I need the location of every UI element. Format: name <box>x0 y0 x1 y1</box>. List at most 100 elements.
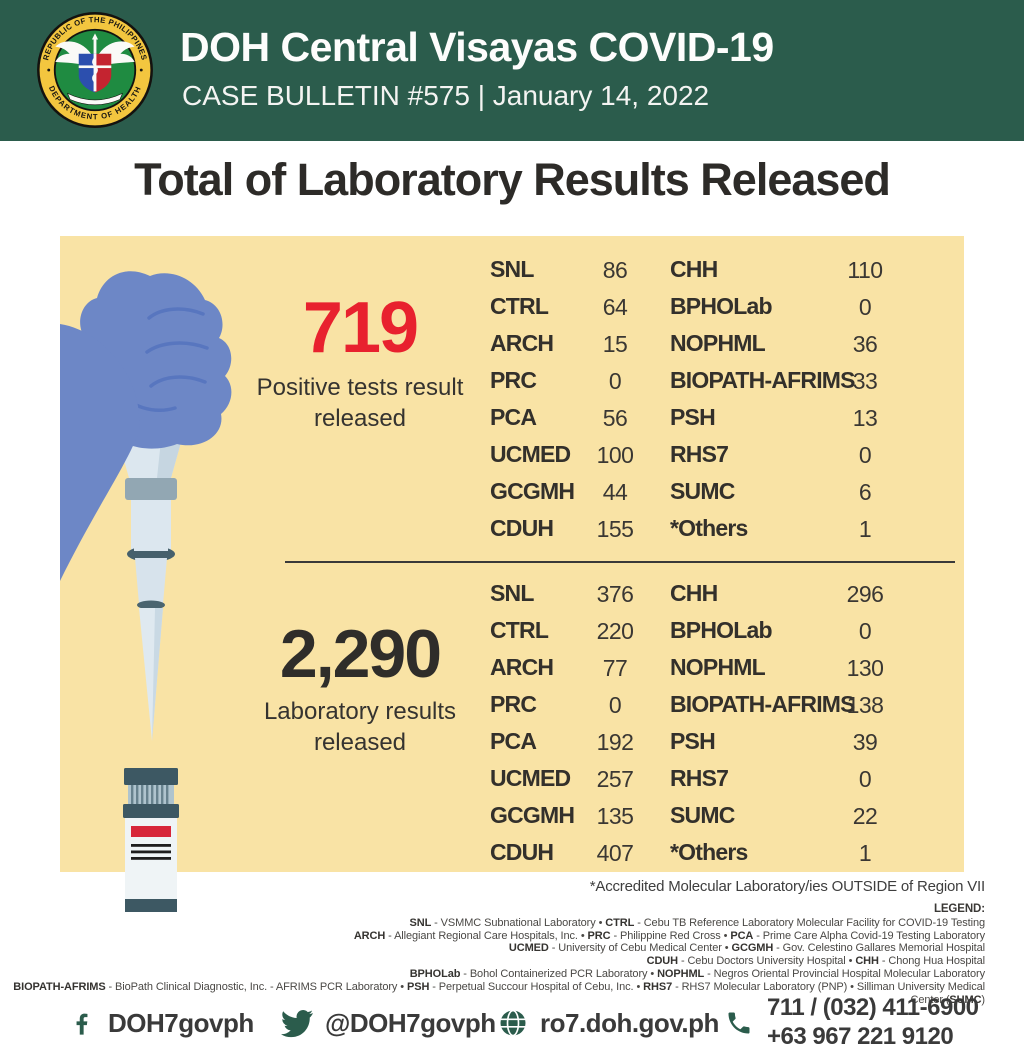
lab-result-row: SNL 86 <box>490 252 784 289</box>
phone-numbers: 711 / (032) 411-6900 +63 967 221 9120 <box>767 994 979 1052</box>
lab-result-row: PCA 192 <box>490 724 784 761</box>
lab-result-row: UCMED 257 <box>490 761 784 798</box>
lab-count: 39 <box>852 729 878 755</box>
lab-abbreviation: BIOPATH-AFRIMS <box>670 691 856 717</box>
lab-result-row: SUMC 6 <box>670 474 964 511</box>
legend-line: ARCH - Allegiant Regional Care Hospitals… <box>353 929 985 942</box>
lab-result-row: BIOPATH-AFRIMS 138 <box>670 687 964 724</box>
lab-count: 220 <box>596 618 634 644</box>
phone-line-2: +63 967 221 9120 <box>767 1023 954 1050</box>
lab-result-row: GCGMH 44 <box>490 474 784 511</box>
positive-results-caption: Positive tests result released <box>256 374 464 433</box>
legend-line: BIOPATH-AFRIMS - BioPath Clinical Diagno… <box>13 980 985 1006</box>
lab-abbreviation: SNL <box>490 580 534 606</box>
results-panel: 719 Positive tests result released SNL 86… <box>60 236 964 872</box>
lab-abbreviation: BIOPATH-AFRIMS <box>670 367 856 393</box>
legend-line: CDUH - Cebu Doctors University Hospital … <box>646 955 986 968</box>
lab-result-row: CHH 110 <box>670 252 964 289</box>
legend-lines: SNL - VSMMC Subnational Laboratory • CTR… <box>0 917 985 1007</box>
lab-abbreviation: SNL <box>490 256 534 282</box>
lab-count: 0 <box>608 368 622 394</box>
total-results-stat: 2,290 Laboratory results released <box>220 620 500 758</box>
header-subtitle: CASE BULLETIN #575 | January 14, 2022 <box>182 80 710 111</box>
lab-abbreviation: RHS7 <box>670 765 729 791</box>
lab-result-row: SUMC 22 <box>670 798 964 835</box>
twitter-link[interactable]: @DOH7govph <box>281 998 496 1048</box>
lab-count: 0 <box>858 442 872 468</box>
lab-result-row: NOPHML 36 <box>670 326 964 363</box>
lab-result-row: UCMED 100 <box>490 437 784 474</box>
legend-line: UCMED - University of Cebu Medical Cente… <box>508 942 985 955</box>
lab-count: 110 <box>847 257 883 283</box>
lab-count: 138 <box>846 692 884 718</box>
lab-result-row: ARCH 15 <box>490 326 784 363</box>
lab-count: 86 <box>602 257 628 283</box>
lab-count: 56 <box>602 405 628 431</box>
lab-count: 0 <box>608 692 622 718</box>
lab-count: 22 <box>852 803 878 829</box>
lab-count: 100 <box>596 442 634 468</box>
lab-abbreviation: ARCH <box>490 330 554 356</box>
lab-abbreviation: ARCH <box>490 654 554 680</box>
lab-result-row: CTRL 220 <box>490 613 784 650</box>
legend-line: BPHOLab - Bohol Containerized PCR Labora… <box>409 967 985 980</box>
lab-count: 0 <box>858 294 872 320</box>
lab-count: 0 <box>858 618 872 644</box>
lab-result-row: NOPHML 130 <box>670 650 964 687</box>
lab-abbreviation: CHH <box>670 256 718 282</box>
lab-abbreviation: CHH <box>670 580 718 606</box>
lab-count: 13 <box>852 405 878 431</box>
lab-abbreviation: RHS7 <box>670 441 729 467</box>
lab-count: 64 <box>602 294 628 320</box>
lab-result-row: RHS7 0 <box>670 437 964 474</box>
lab-abbreviation: UCMED <box>490 765 571 791</box>
lab-result-row: PRC 0 <box>490 363 784 400</box>
lab-abbreviation: SUMC <box>670 478 735 504</box>
lab-abbreviation: PRC <box>490 691 537 717</box>
lab-result-row: CDUH 407 <box>490 835 784 872</box>
positive-results-table-right: CHH 110 BPHOLab 0 NOPHML 36 BIOPATH-AFRIMS 33 PS… <box>670 252 964 548</box>
lab-count: 0 <box>858 766 872 792</box>
lab-count: 407 <box>596 840 634 866</box>
twitter-handle: @DOH7govph <box>325 1007 496 1038</box>
facebook-link[interactable]: DOH7govph <box>68 998 254 1048</box>
phone-icon <box>728 1012 750 1034</box>
lab-result-row: ARCH 77 <box>490 650 784 687</box>
lab-abbreviation: PCA <box>490 728 537 754</box>
lab-abbreviation: BPHOLab <box>670 617 773 643</box>
website-url: ro7.doh.gov.ph <box>540 1007 719 1038</box>
lab-result-row: PRC 0 <box>490 687 784 724</box>
lab-result-row: CHH 296 <box>670 576 964 613</box>
lab-result-row: *Others 1 <box>670 835 964 872</box>
lab-result-row: CTRL 64 <box>490 289 784 326</box>
lab-abbreviation: CTRL <box>490 617 549 643</box>
total-results-count: 2,290 <box>279 616 442 692</box>
lab-count: 77 <box>602 655 628 681</box>
lab-abbreviation: PSH <box>670 728 716 754</box>
lab-abbreviation: GCGMH <box>490 478 575 504</box>
lab-abbreviation: CDUH <box>490 839 554 865</box>
outside-region-footnote: *Accredited Molecular Laboratory/ies OUT… <box>589 878 985 895</box>
positive-results-table-left: SNL 86 CTRL 64 ARCH 15 PRC 0 PCA 56 UCMED 100 GCGMH 4… <box>490 252 784 548</box>
lab-count: 155 <box>596 516 634 542</box>
lab-result-row: BIOPATH-AFRIMS 33 <box>670 363 964 400</box>
lab-result-row: SNL 376 <box>490 576 784 613</box>
lab-count: 135 <box>596 803 634 829</box>
website-link[interactable]: ro7.doh.gov.ph <box>498 998 719 1048</box>
lab-abbreviation: PCA <box>490 404 537 430</box>
section-divider <box>285 561 955 563</box>
lab-count: 36 <box>852 331 878 357</box>
phone-contact[interactable]: 711 / (032) 411-6900 +63 967 221 9120 <box>725 994 979 1050</box>
lab-count: 33 <box>852 368 878 394</box>
lab-count: 296 <box>846 581 884 607</box>
twitter-icon <box>281 1009 313 1038</box>
legend-block: LEGEND: SNL - VSMMC Subnational Laborato… <box>0 903 985 1006</box>
lab-abbreviation: SUMC <box>670 802 735 828</box>
lab-result-row: GCGMH 135 <box>490 798 784 835</box>
lab-result-row: BPHOLab 0 <box>670 613 964 650</box>
lab-result-row: PSH 39 <box>670 724 964 761</box>
lab-abbreviation: *Others <box>670 515 748 541</box>
lab-result-row: RHS7 0 <box>670 761 964 798</box>
legend-line: SNL - VSMMC Subnational Laboratory • CTR… <box>409 916 986 929</box>
legend-heading: LEGEND: <box>933 903 985 915</box>
